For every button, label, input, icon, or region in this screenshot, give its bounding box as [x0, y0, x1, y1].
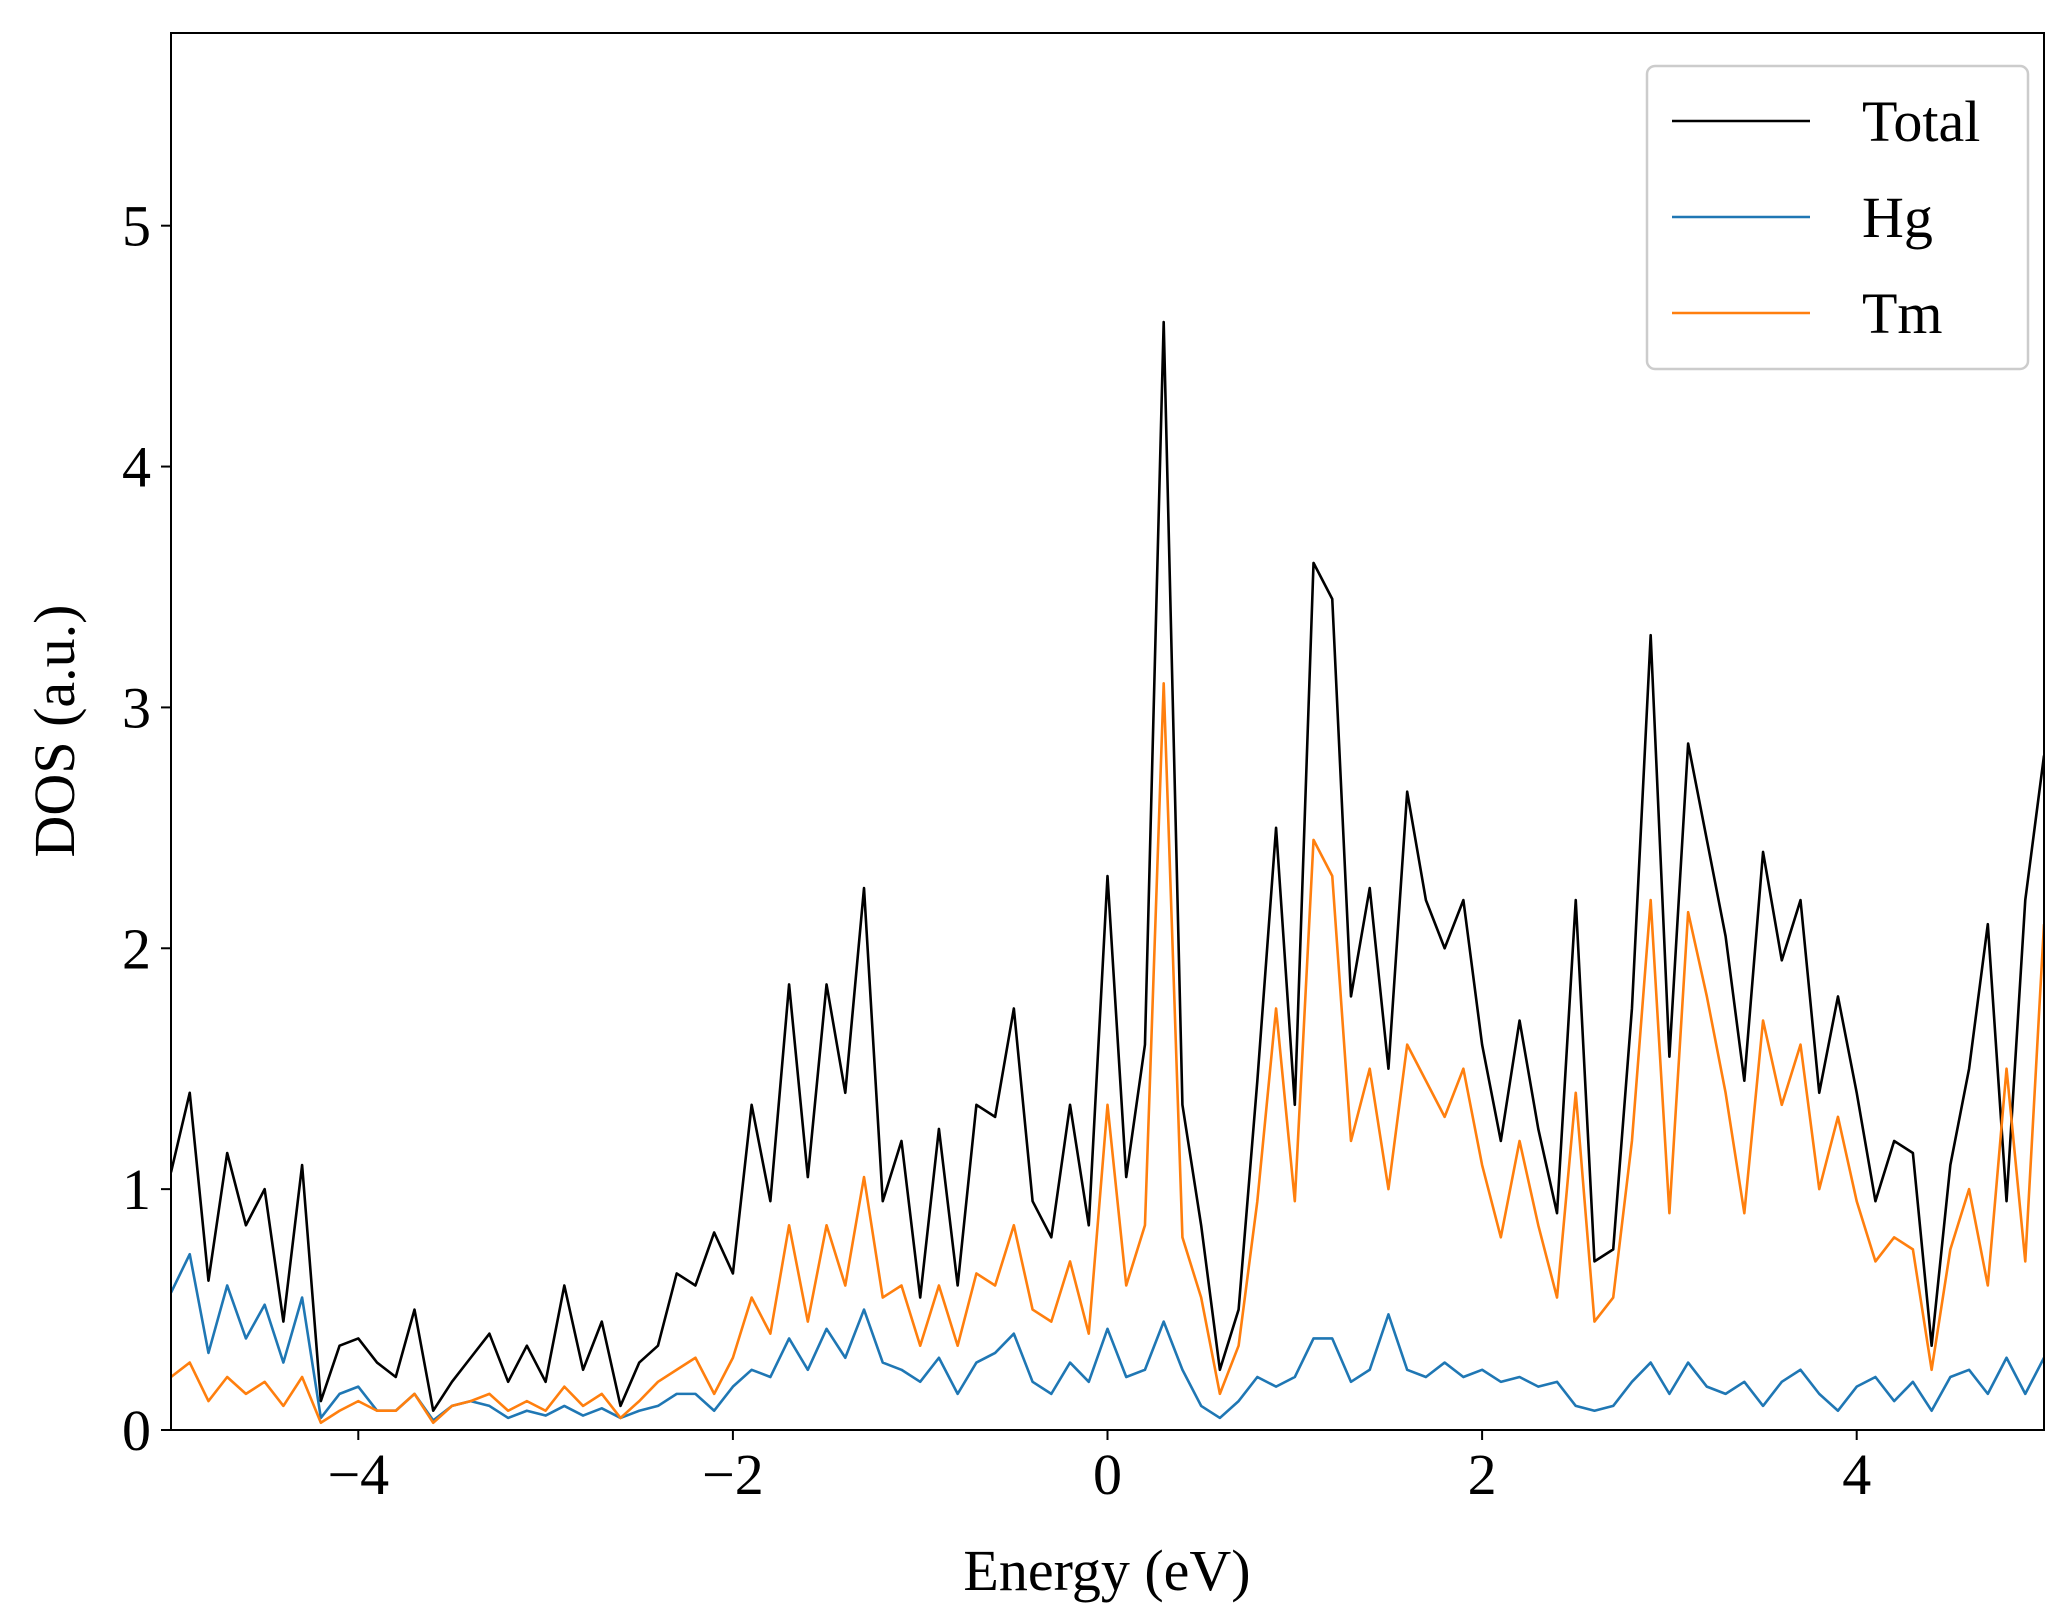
y-tick-label: 4 — [122, 435, 151, 500]
x-tick-label: −4 — [327, 1442, 389, 1507]
data-line — [171, 682, 2044, 1425]
x-tick-label: 2 — [1468, 1442, 1497, 1507]
legend-label: Tm — [1862, 281, 1943, 346]
legend-label: Hg — [1862, 185, 1933, 250]
x-tick-label: 0 — [1093, 1442, 1122, 1507]
y-tick-label: 0 — [122, 1398, 151, 1463]
data-line — [171, 1252, 2044, 1422]
data-line — [171, 320, 2044, 1413]
x-tick-label: 4 — [1842, 1442, 1871, 1507]
y-tick-label: 1 — [122, 1157, 151, 1222]
x-axis-label: Energy (eV) — [963, 1538, 1250, 1603]
legend-box — [1645, 64, 2030, 371]
y-axis-label: DOS (a.u.) — [22, 605, 87, 858]
y-tick-label: 3 — [122, 675, 151, 740]
y-tick-label: 2 — [122, 916, 151, 981]
legend-label: Total — [1862, 89, 1980, 154]
x-tick-label: −2 — [702, 1442, 764, 1507]
y-tick-label: 5 — [122, 194, 151, 259]
